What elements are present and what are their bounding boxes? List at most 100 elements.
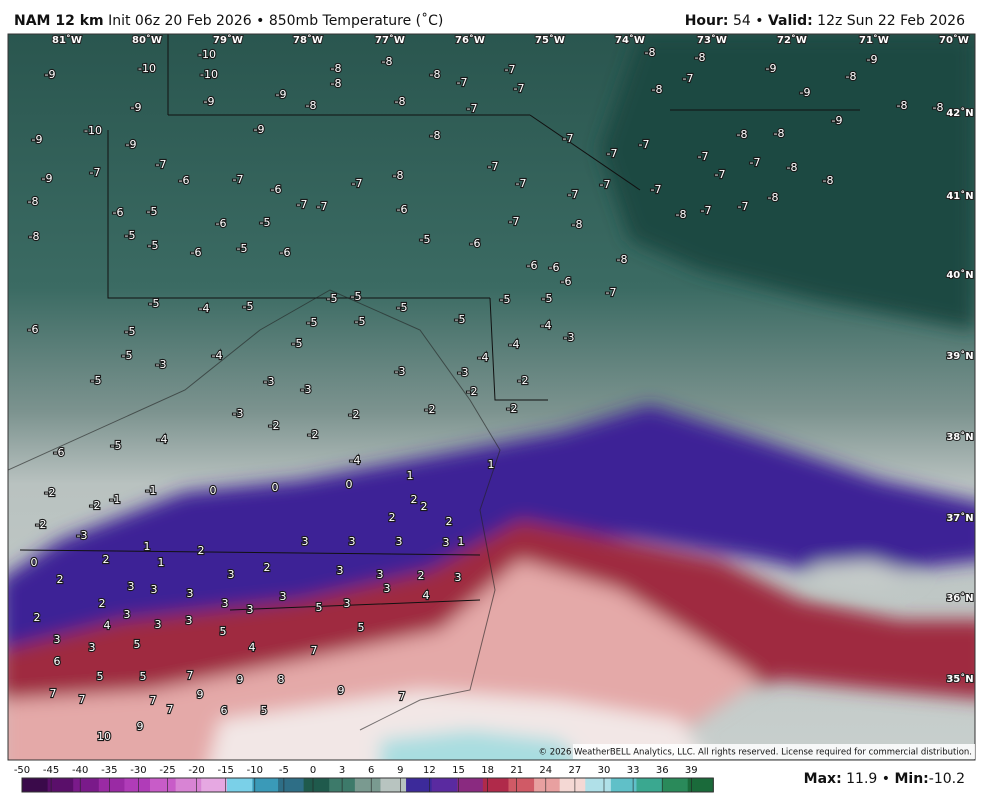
colorbar-tick-label: 21 [510, 765, 523, 776]
colorbar-swatch [406, 778, 433, 792]
map-value: -6 [561, 275, 572, 288]
map-value: -9 [254, 123, 265, 136]
map-value: -5 [351, 290, 362, 303]
map-value: 1 [488, 458, 495, 471]
map-value: -5 [260, 216, 271, 229]
colorbar-tick-label: 15 [452, 765, 465, 776]
map-value: -7 [750, 156, 761, 169]
map-value: -8 [430, 129, 441, 142]
longitude-label: 81˚W [52, 34, 82, 46]
map-value: -9 [131, 101, 142, 114]
map-value: -8 [652, 83, 663, 96]
map-value: -6 [113, 206, 124, 219]
map-value: -7 [568, 188, 579, 201]
map-value: -10 [198, 48, 216, 61]
map-value: 9 [237, 673, 244, 686]
colorbar-tick-label: -20 [188, 765, 204, 776]
hour-label: Hour: [685, 13, 729, 29]
map-value: -5 [292, 337, 303, 350]
colorbar-tick-label: -25 [159, 765, 175, 776]
map-value: 3 [384, 582, 391, 595]
map-value: -9 [276, 88, 287, 101]
map-value: 7 [150, 694, 157, 707]
map-value: 3 [54, 633, 61, 646]
map-value: 5 [134, 638, 141, 651]
map-value: -8 [823, 174, 834, 187]
map-value: -6 [470, 237, 481, 250]
colorbar-tick-label: 30 [598, 765, 611, 776]
map-value: -6 [179, 174, 190, 187]
map-value: 3 [302, 535, 309, 548]
map-value: 7 [311, 644, 318, 657]
map-value: -7 [467, 102, 478, 115]
map-value: 3 [247, 603, 254, 616]
colorbar-tick-label: 24 [539, 765, 552, 776]
colorbar-swatch [662, 778, 689, 792]
map-background [8, 34, 975, 760]
map-value: -9 [766, 62, 777, 75]
map-value: 5 [358, 621, 365, 634]
map-value: 3 [187, 587, 194, 600]
map-value: -8 [331, 62, 342, 75]
map-value: -3 [264, 375, 275, 388]
map-value: 3 [128, 580, 135, 593]
map-value: 3 [396, 535, 403, 548]
map-value: -3 [395, 365, 406, 378]
map-value: 3 [89, 641, 96, 654]
map-value: -10 [138, 62, 156, 75]
longitude-label: 77˚W [375, 34, 405, 46]
map-value: 0 [210, 484, 217, 497]
colorbar-swatch [534, 778, 561, 792]
map-value: -7 [738, 200, 749, 213]
map-value: -8 [29, 230, 40, 243]
map-value: -8 [787, 161, 798, 174]
map-value: 0 [31, 556, 38, 569]
map-value: 3 [337, 564, 344, 577]
colorbar-tick-label: 33 [627, 765, 640, 776]
map-value: 5 [316, 601, 323, 614]
map-value: 1 [407, 469, 414, 482]
colorbar-swatch [175, 778, 202, 792]
map-value: -7 [509, 215, 520, 228]
map-value: 2 [421, 500, 428, 513]
map-value: -6 [216, 217, 227, 230]
map-value: 2 [198, 544, 205, 557]
map-value: -7 [701, 204, 712, 217]
latitude-label: 36˚N [946, 592, 973, 604]
map-value: 5 [140, 670, 147, 683]
map-value: 2 [103, 553, 110, 566]
map-value: 5 [97, 670, 104, 683]
map-value: 1 [458, 535, 465, 548]
longitude-label: 80˚W [132, 34, 162, 46]
map-value: -7 [457, 76, 468, 89]
map-value: -3 [77, 529, 88, 542]
map-value: 6 [54, 655, 61, 668]
map-value: -7 [505, 63, 516, 76]
colorbar-swatch [150, 778, 177, 792]
map-value: -8 [395, 95, 406, 108]
map-value: -7 [233, 173, 244, 186]
map-value: -8 [676, 208, 687, 221]
map-value: -5 [542, 292, 553, 305]
map-value: -8 [306, 99, 317, 112]
map-value: -6 [271, 183, 282, 196]
init: Init 06z 20 Feb 2026 [108, 13, 252, 29]
map-value: -7 [639, 138, 650, 151]
colorbar-tick-label: 27 [569, 765, 582, 776]
map-value: -8 [645, 46, 656, 59]
map-value: 3 [443, 536, 450, 549]
max-label: Max: [804, 771, 842, 787]
map-value: 9 [338, 684, 345, 697]
longitude-label: 75˚W [535, 34, 565, 46]
map-value: -7 [514, 82, 525, 95]
header-left: NAM 12 km Init 06z 20 Feb 2026 • 850mb T… [14, 12, 443, 29]
map-value: -7 [317, 200, 328, 213]
map-value: -2 [90, 499, 101, 512]
map-value: -6 [527, 259, 538, 272]
map-value: 7 [50, 687, 57, 700]
colorbar-tick-label: -10 [247, 765, 263, 776]
map-value: -2 [349, 408, 360, 421]
map-value: 7 [399, 690, 406, 703]
map-value: -5 [500, 293, 511, 306]
map-value: -5 [148, 239, 159, 252]
